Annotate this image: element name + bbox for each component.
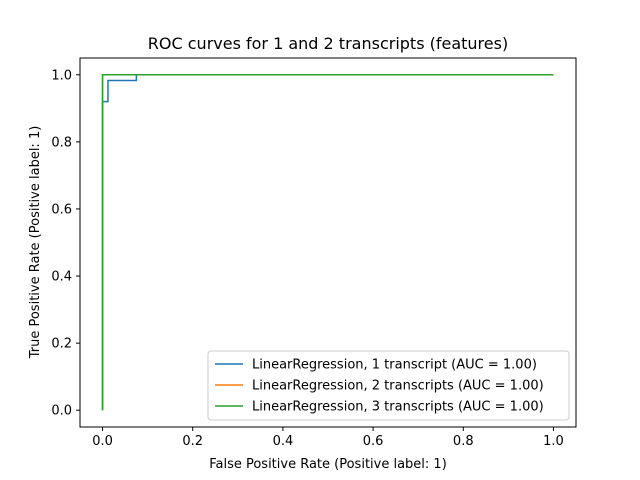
x-tick-label: 1.0 (543, 434, 564, 449)
legend-box (207, 350, 570, 421)
y-tick-label: 0.6 (51, 202, 72, 217)
ticks-layer: 0.0 0.2 0.4 0.6 0.8 1.0 0.0 0.2 0.4 0.6 0.8 1.0 (51, 68, 563, 449)
series-layer (101, 74, 554, 411)
legend-entry-2: LinearRegression, 2 transcripts (AUC = 1… (252, 379, 544, 394)
x-tick-label: 0.8 (453, 434, 474, 449)
x-axis-label: False Positive Rate (Positive label: 1) (209, 457, 447, 472)
chart-title: ROC curves for 1 and 2 transcripts (feat… (148, 34, 508, 53)
y-tick-label: 1.0 (51, 68, 72, 83)
legend-entry-3: LinearRegression, 3 transcripts (AUC = 1… (252, 400, 544, 415)
series-line-3 (101, 74, 554, 411)
x-tick-label: 0.2 (182, 434, 203, 449)
y-tick-label: 0.8 (51, 135, 72, 150)
y-axis-label: True Positive Rate (Positive label: 1) (28, 126, 43, 360)
y-tick-label: 0.2 (51, 337, 72, 352)
x-tick-label: 0.0 (92, 434, 113, 449)
plot-frame (79, 57, 577, 428)
y-tick-label: 0.0 (51, 404, 72, 419)
legend: LinearRegression, 1 transcript (AUC = 1.… (207, 350, 570, 421)
x-tick-label: 0.6 (363, 434, 384, 449)
y-tick-label: 0.4 (51, 270, 72, 285)
legend-entry-1: LinearRegression, 1 transcript (AUC = 1.… (252, 358, 537, 373)
x-tick-label: 0.4 (273, 434, 294, 449)
